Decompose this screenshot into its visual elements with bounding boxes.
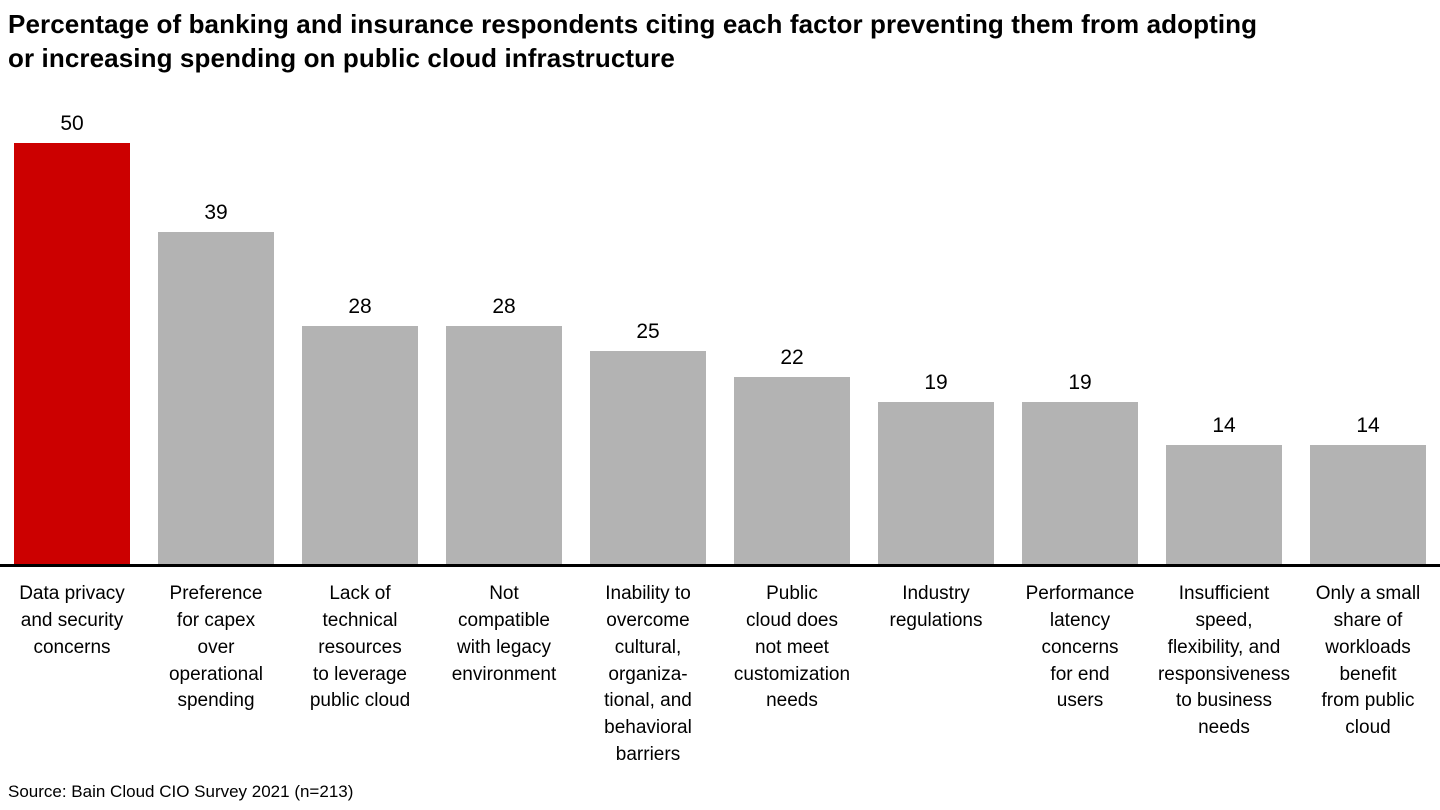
bar-value-label: 39 bbox=[204, 201, 228, 225]
bar bbox=[158, 232, 274, 564]
bar-category-label: Only a small share of workloads benefit … bbox=[1315, 582, 1421, 739]
bar-category-label: Performance latency concerns for end use… bbox=[1025, 582, 1135, 712]
bar bbox=[14, 142, 130, 564]
bar-category-label: Insufficient speed, flexibility, and res… bbox=[1157, 582, 1291, 739]
bar bbox=[302, 325, 418, 564]
bar bbox=[1022, 402, 1138, 564]
bar-category-label: Lack of technical resources to leverage … bbox=[309, 582, 411, 712]
bar-category-label: Data privacy and security concerns bbox=[19, 582, 125, 658]
bar-value-label: 22 bbox=[780, 345, 804, 369]
bar-column: 28 bbox=[288, 112, 432, 564]
bar-column: 19 bbox=[864, 112, 1008, 564]
bar-column: 14 bbox=[1296, 112, 1440, 564]
bar-value-label: 50 bbox=[60, 111, 84, 135]
category-labels: Data privacy and security concerns Prefer… bbox=[0, 567, 1440, 770]
bar-value-label: 28 bbox=[348, 294, 372, 318]
bar bbox=[446, 325, 562, 564]
bar-chart: 50 39 28 28 25 22 19 19 14 14 bbox=[0, 112, 1440, 567]
bar-column: 22 bbox=[720, 112, 864, 564]
bar-category-label: Public cloud does not meet customization… bbox=[733, 582, 851, 712]
chart-title: Percentage of banking and insurance resp… bbox=[8, 9, 1258, 73]
source-note: Source: Bain Cloud CIO Survey 2021 (n=21… bbox=[8, 782, 354, 801]
bar bbox=[1166, 444, 1282, 564]
bar-value-label: 19 bbox=[924, 371, 948, 395]
bar bbox=[1310, 444, 1426, 564]
bar-column: 28 bbox=[432, 112, 576, 564]
bar-value-label: 19 bbox=[1068, 371, 1092, 395]
bar-column: 19 bbox=[1008, 112, 1152, 564]
bar bbox=[590, 351, 706, 564]
bar-value-label: 25 bbox=[636, 320, 660, 344]
bar-value-label: 14 bbox=[1356, 413, 1380, 437]
bar-column: 50 bbox=[0, 112, 144, 564]
bar-value-label: 28 bbox=[492, 294, 516, 318]
bar-value-label: 14 bbox=[1212, 413, 1236, 437]
bar-column: 14 bbox=[1152, 112, 1296, 564]
bar-column: 25 bbox=[576, 112, 720, 564]
bar-category-label: Not compatible with legacy environment bbox=[451, 582, 557, 685]
bar bbox=[878, 402, 994, 564]
bar-column: 39 bbox=[144, 112, 288, 564]
bar-category-label: Preference for capex over operational sp… bbox=[168, 582, 264, 712]
bar-category-label: Inability to overcome cultural, organiza… bbox=[604, 582, 692, 766]
bar-category-label: Industry regulations bbox=[889, 582, 983, 631]
bar bbox=[734, 376, 850, 564]
